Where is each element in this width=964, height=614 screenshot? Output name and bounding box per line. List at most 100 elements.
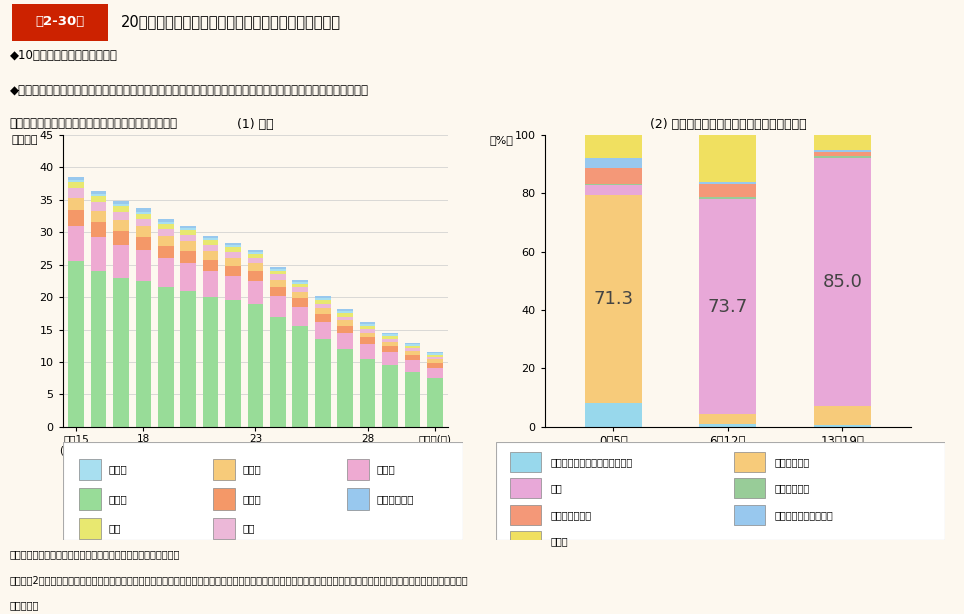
Y-axis label: （万件）: （万件）: [12, 135, 39, 145]
Bar: [405, 351, 420, 355]
Bar: [382, 365, 398, 427]
Bar: [12, 4, 108, 41]
Bar: [699, 184, 757, 197]
Text: 逮捕監禁・略取誘拐等: 逮捕監禁・略取誘拐等: [774, 510, 833, 520]
Bar: [158, 246, 174, 258]
Title: (1) 推移: (1) 推移: [237, 118, 274, 131]
Text: 中学生: 中学生: [377, 465, 395, 475]
Bar: [292, 284, 308, 287]
Bar: [113, 201, 129, 204]
Bar: [699, 199, 757, 414]
Bar: [699, 182, 757, 184]
Text: ◆10年以上減少が続いている。: ◆10年以上減少が続いている。: [10, 49, 118, 62]
Bar: [202, 238, 219, 240]
Text: （注）（2）のグラフのうち、殺人・強盗・放火・強制性交等とは凶悪犯を、暴行・傷害等とは粗暴犯を、詐欺・横領等とは知能犯を、強制わいせつ等とは風俗犯を、それぞ: （注）（2）のグラフのうち、殺人・強盗・放火・強制性交等とは凶悪犯を、暴行・傷害…: [10, 575, 469, 585]
Bar: [814, 150, 870, 152]
Bar: [427, 368, 442, 378]
Bar: [347, 459, 368, 480]
Bar: [136, 219, 151, 227]
Bar: [699, 135, 757, 182]
Bar: [585, 135, 642, 158]
Bar: [292, 282, 308, 284]
Bar: [68, 209, 84, 226]
Bar: [427, 378, 442, 427]
Bar: [405, 346, 420, 348]
Bar: [248, 303, 263, 427]
Bar: [337, 313, 353, 317]
Bar: [136, 212, 151, 214]
Bar: [213, 459, 234, 480]
Bar: [510, 478, 542, 498]
Bar: [315, 339, 331, 427]
Bar: [427, 357, 442, 359]
Bar: [136, 237, 151, 250]
Text: れ指す。: れ指す。: [10, 600, 39, 610]
Bar: [226, 252, 241, 258]
Bar: [202, 244, 219, 251]
Bar: [699, 414, 757, 424]
Text: 詐欺・横領等: 詐欺・横領等: [774, 483, 810, 493]
Bar: [337, 311, 353, 313]
Bar: [91, 196, 106, 202]
Bar: [270, 296, 285, 317]
Bar: [68, 180, 84, 182]
Bar: [382, 336, 398, 338]
Text: 大学生: 大学生: [243, 494, 261, 504]
Bar: [226, 276, 241, 300]
Bar: [202, 260, 219, 271]
Bar: [113, 204, 129, 206]
Bar: [113, 212, 129, 220]
Bar: [315, 297, 331, 298]
Bar: [136, 281, 151, 427]
Bar: [68, 262, 84, 427]
Bar: [585, 158, 642, 168]
Bar: [248, 271, 263, 281]
Bar: [226, 266, 241, 276]
Bar: [405, 355, 420, 360]
Bar: [337, 317, 353, 321]
Bar: [248, 252, 263, 254]
Bar: [292, 280, 308, 282]
Bar: [213, 488, 234, 510]
Bar: [180, 235, 196, 241]
Bar: [68, 188, 84, 198]
Bar: [270, 287, 285, 296]
Bar: [734, 478, 765, 498]
Bar: [248, 281, 263, 303]
Text: その他の学生: その他の学生: [377, 494, 415, 504]
Text: 未就学: 未就学: [109, 465, 127, 475]
Bar: [136, 227, 151, 237]
Bar: [226, 243, 241, 245]
Bar: [405, 343, 420, 344]
Bar: [202, 271, 219, 297]
Bar: [360, 359, 375, 427]
Text: 暴行・傷害等: 暴行・傷害等: [774, 457, 810, 467]
Text: 強制わいせつ等: 強制わいせつ等: [550, 510, 591, 520]
Bar: [292, 287, 308, 292]
Bar: [585, 195, 642, 403]
Bar: [315, 322, 331, 339]
Bar: [113, 231, 129, 245]
Bar: [405, 360, 420, 371]
Bar: [315, 308, 331, 314]
Bar: [180, 230, 196, 235]
Bar: [68, 182, 84, 188]
Text: 73.7: 73.7: [708, 298, 748, 316]
Bar: [91, 237, 106, 271]
Bar: [427, 352, 442, 353]
Text: ◆年齢別に被害を受けた罪種の構成割合を見ると、６歳以上では窃盗がほとんどである一方、５歳以下では暴行・: ◆年齢別に被害を受けた罪種の構成割合を見ると、６歳以上では窃盗がほとんどである一…: [10, 85, 368, 98]
Bar: [91, 202, 106, 211]
Bar: [248, 250, 263, 252]
Bar: [315, 303, 331, 308]
Bar: [427, 353, 442, 355]
Bar: [427, 355, 442, 357]
Bar: [337, 309, 353, 311]
Bar: [91, 211, 106, 222]
Bar: [315, 300, 331, 303]
Bar: [382, 342, 398, 346]
Bar: [270, 279, 285, 287]
Bar: [292, 292, 308, 298]
Bar: [113, 278, 129, 427]
Bar: [360, 324, 375, 326]
Bar: [382, 346, 398, 352]
